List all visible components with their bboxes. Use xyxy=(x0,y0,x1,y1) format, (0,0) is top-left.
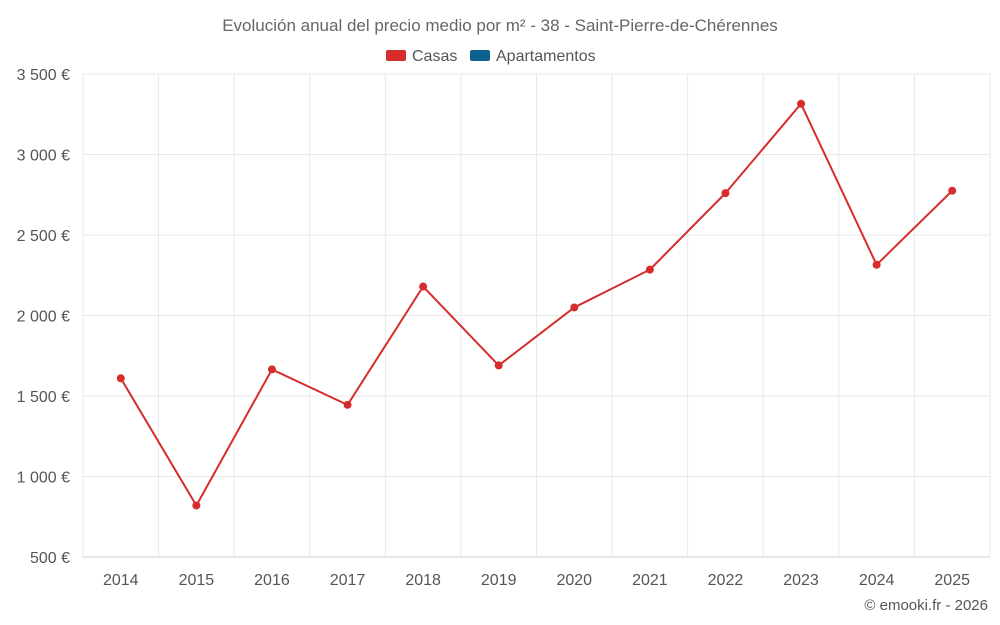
credit-text: © emooki.fr - 2026 xyxy=(864,597,988,614)
data-point-casas-2020[interactable] xyxy=(570,303,579,312)
legend-label-casas: Casas xyxy=(412,48,457,65)
data-point-casas-2017[interactable] xyxy=(343,400,352,409)
x-gridlines xyxy=(82,74,991,557)
x-tick-label: 2014 xyxy=(103,572,139,589)
data-point-casas-2021[interactable] xyxy=(645,265,654,274)
chart-title: Evolución anual del precio medio por m² … xyxy=(222,16,778,35)
x-tick-label: 2023 xyxy=(783,572,819,589)
x-tick-label: 2022 xyxy=(708,572,744,589)
y-tick-label: 3 500 € xyxy=(17,67,70,84)
legend-swatch-casas xyxy=(386,50,406,61)
data-point-casas-2022[interactable] xyxy=(721,189,730,198)
data-point-casas-2014[interactable] xyxy=(116,374,125,383)
data-point-casas-2015[interactable] xyxy=(192,501,201,510)
data-point-casas-2025[interactable] xyxy=(948,186,957,195)
y-tick-label: 1 000 € xyxy=(17,470,70,487)
legend-swatch-apartamentos xyxy=(470,50,490,61)
x-tick-label: 2017 xyxy=(330,572,366,589)
series-casas xyxy=(116,99,957,510)
x-tick-label: 2024 xyxy=(859,572,895,589)
x-tick-label: 2025 xyxy=(934,572,970,589)
legend: Casas Apartamentos xyxy=(386,48,596,65)
data-point-casas-2024[interactable] xyxy=(872,260,881,269)
legend-item-apartamentos[interactable]: Apartamentos xyxy=(470,48,596,65)
legend-item-casas[interactable]: Casas xyxy=(386,48,457,65)
x-axis-tick-labels: 2014 2015 2016 2017 2018 2019 2020 2021 2022 2023… xyxy=(103,572,970,589)
y-tick-label: 500 € xyxy=(30,550,70,567)
x-tick-label: 2021 xyxy=(632,572,668,589)
data-point-casas-2018[interactable] xyxy=(419,282,428,291)
y-tick-label: 2 500 € xyxy=(17,228,70,245)
x-tick-label: 2019 xyxy=(481,572,517,589)
y-axis-tick-labels: 500 € 1 000 € 1 500 € 2 000 € 2 500 € 3 000 €… xyxy=(17,67,70,567)
x-tick-label: 2016 xyxy=(254,572,290,589)
data-point-casas-2016[interactable] xyxy=(267,365,276,374)
y-tick-label: 2 000 € xyxy=(17,309,70,326)
series-line-casas xyxy=(119,102,953,507)
data-point-casas-2019[interactable] xyxy=(494,361,503,370)
x-tick-label: 2015 xyxy=(179,572,215,589)
data-point-casas-2023[interactable] xyxy=(797,99,806,108)
legend-label-apartamentos: Apartamentos xyxy=(496,48,596,65)
y-tick-label: 3 000 € xyxy=(17,148,70,165)
y-tick-label: 1 500 € xyxy=(17,389,70,406)
x-tick-label: 2018 xyxy=(405,572,441,589)
x-tick-label: 2020 xyxy=(556,572,592,589)
